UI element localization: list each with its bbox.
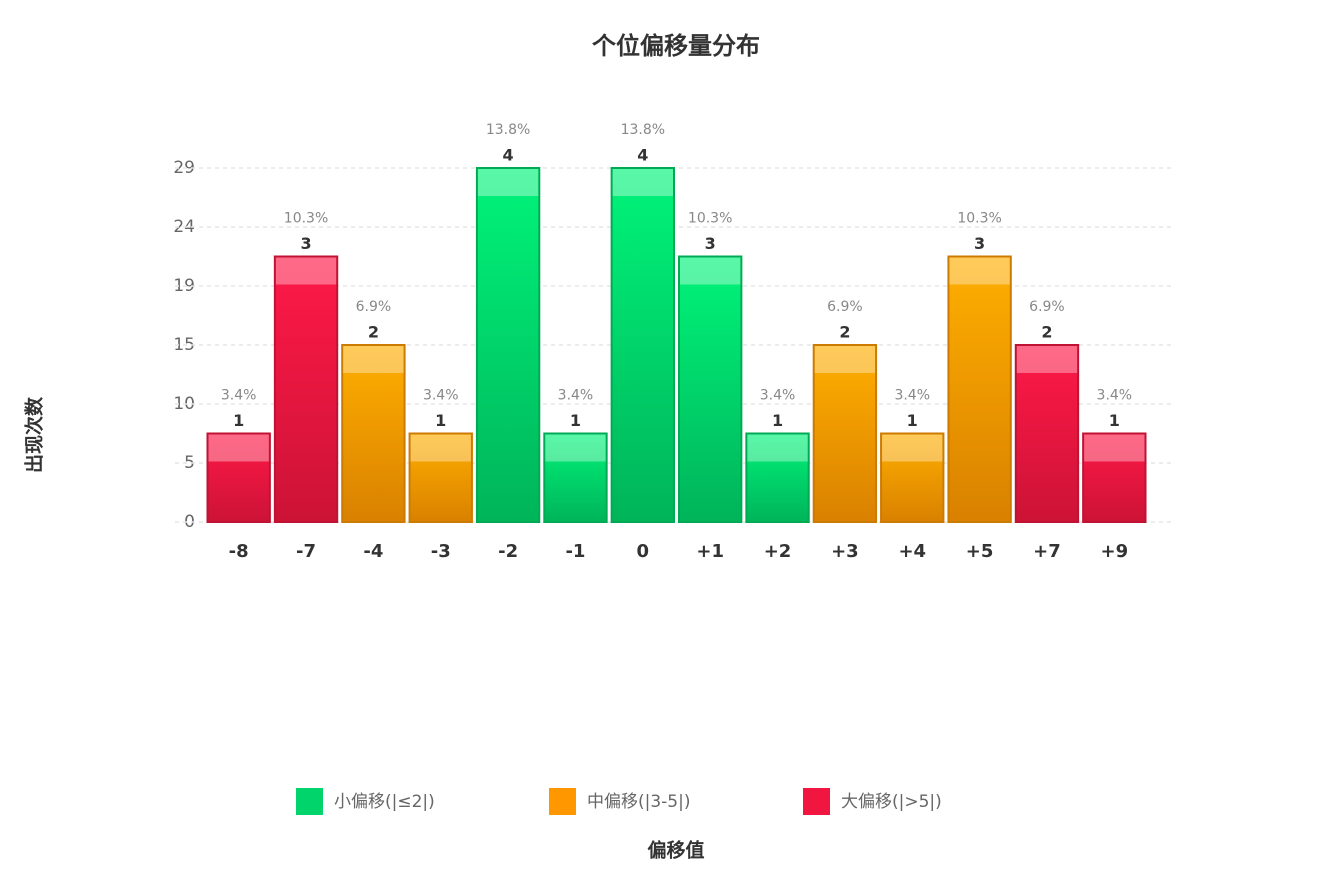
x-axis-title: 偏移值 — [647, 839, 704, 862]
legend-swatch — [296, 788, 323, 815]
x-tick-label: +4 — [898, 541, 926, 562]
share-label: 6.9% — [356, 299, 392, 315]
x-tick-label: +1 — [696, 541, 724, 562]
x-tick-label: +3 — [831, 541, 859, 562]
count-label: 2 — [839, 323, 850, 342]
share-label: 3.4% — [894, 388, 930, 404]
share-label: 13.8% — [486, 122, 530, 138]
share-label: 10.3% — [688, 211, 732, 227]
bar — [341, 344, 406, 523]
bar — [475, 167, 541, 523]
x-tick-label: -7 — [296, 541, 316, 562]
bar-highlight — [612, 169, 673, 196]
y-axis-title: 出现次数 — [23, 396, 46, 473]
share-label: 3.4% — [558, 388, 594, 404]
bar-highlight — [747, 434, 808, 462]
bar-highlight — [343, 346, 404, 373]
share-label: 10.3% — [957, 211, 1001, 227]
count-label: 4 — [637, 146, 648, 165]
share-label: 6.9% — [827, 299, 863, 315]
legend-label: 中偏移(|3-5|) — [587, 792, 691, 812]
bar-highlight — [275, 257, 337, 285]
bar-highlight — [1084, 434, 1145, 462]
bar — [745, 432, 810, 523]
count-label: 1 — [772, 411, 783, 430]
legend-swatch — [549, 788, 576, 815]
share-label: 6.9% — [1029, 299, 1065, 315]
count-label: 2 — [1041, 323, 1052, 342]
x-tick-label: 0 — [637, 541, 650, 562]
count-label: 1 — [1109, 411, 1120, 430]
bar — [273, 255, 339, 523]
bar — [880, 432, 945, 523]
count-label: 4 — [503, 146, 514, 165]
count-label: 1 — [907, 411, 918, 430]
bar-highlight — [208, 434, 269, 462]
share-label: 3.4% — [221, 388, 257, 404]
legend-label: 大偏移(|>5|) — [841, 792, 942, 812]
legend-label: 小偏移(|≤2|) — [334, 792, 435, 812]
bar-highlight — [1016, 346, 1078, 373]
bar — [947, 255, 1012, 523]
bar — [610, 167, 676, 523]
x-tick-label: +9 — [1101, 541, 1129, 562]
count-label: 1 — [233, 411, 244, 430]
bar-highlight — [680, 257, 741, 285]
x-tick-label: -4 — [363, 541, 383, 562]
share-label: 3.4% — [1097, 388, 1133, 404]
count-label: 3 — [705, 234, 716, 253]
count-label: 1 — [435, 411, 446, 430]
bar — [812, 344, 878, 523]
y-tick-label: 0 — [184, 512, 195, 532]
x-tick-label: -3 — [431, 541, 451, 562]
x-tick-label: -8 — [229, 541, 249, 562]
x-tick-label: +2 — [764, 541, 792, 562]
bar — [206, 432, 271, 523]
bar-highlight — [477, 169, 539, 196]
share-label: 10.3% — [284, 211, 328, 227]
bar-highlight — [410, 434, 471, 462]
bar-highlight — [882, 434, 943, 462]
bar-highlight — [814, 346, 876, 373]
share-label: 13.8% — [621, 122, 665, 138]
bar — [408, 432, 473, 523]
legend-swatch — [803, 788, 830, 815]
x-tick-label: -1 — [565, 541, 585, 562]
count-label: 1 — [570, 411, 581, 430]
bar — [1014, 344, 1080, 523]
bar — [1082, 432, 1147, 523]
bar-highlight — [949, 257, 1010, 285]
bar — [678, 255, 743, 523]
bar-highlight — [545, 434, 606, 462]
x-tick-label: -2 — [498, 541, 518, 562]
count-label: 2 — [368, 323, 379, 342]
share-label: 3.4% — [760, 388, 796, 404]
y-tick-label: 5 — [184, 453, 195, 473]
count-label: 3 — [974, 234, 985, 253]
x-tick-label: +5 — [966, 541, 994, 562]
x-tick-label: +7 — [1033, 541, 1061, 562]
share-label: 3.4% — [423, 388, 459, 404]
count-label: 3 — [300, 234, 311, 253]
chart-title: 个位偏移量分布 — [592, 32, 760, 60]
bar — [543, 432, 608, 523]
